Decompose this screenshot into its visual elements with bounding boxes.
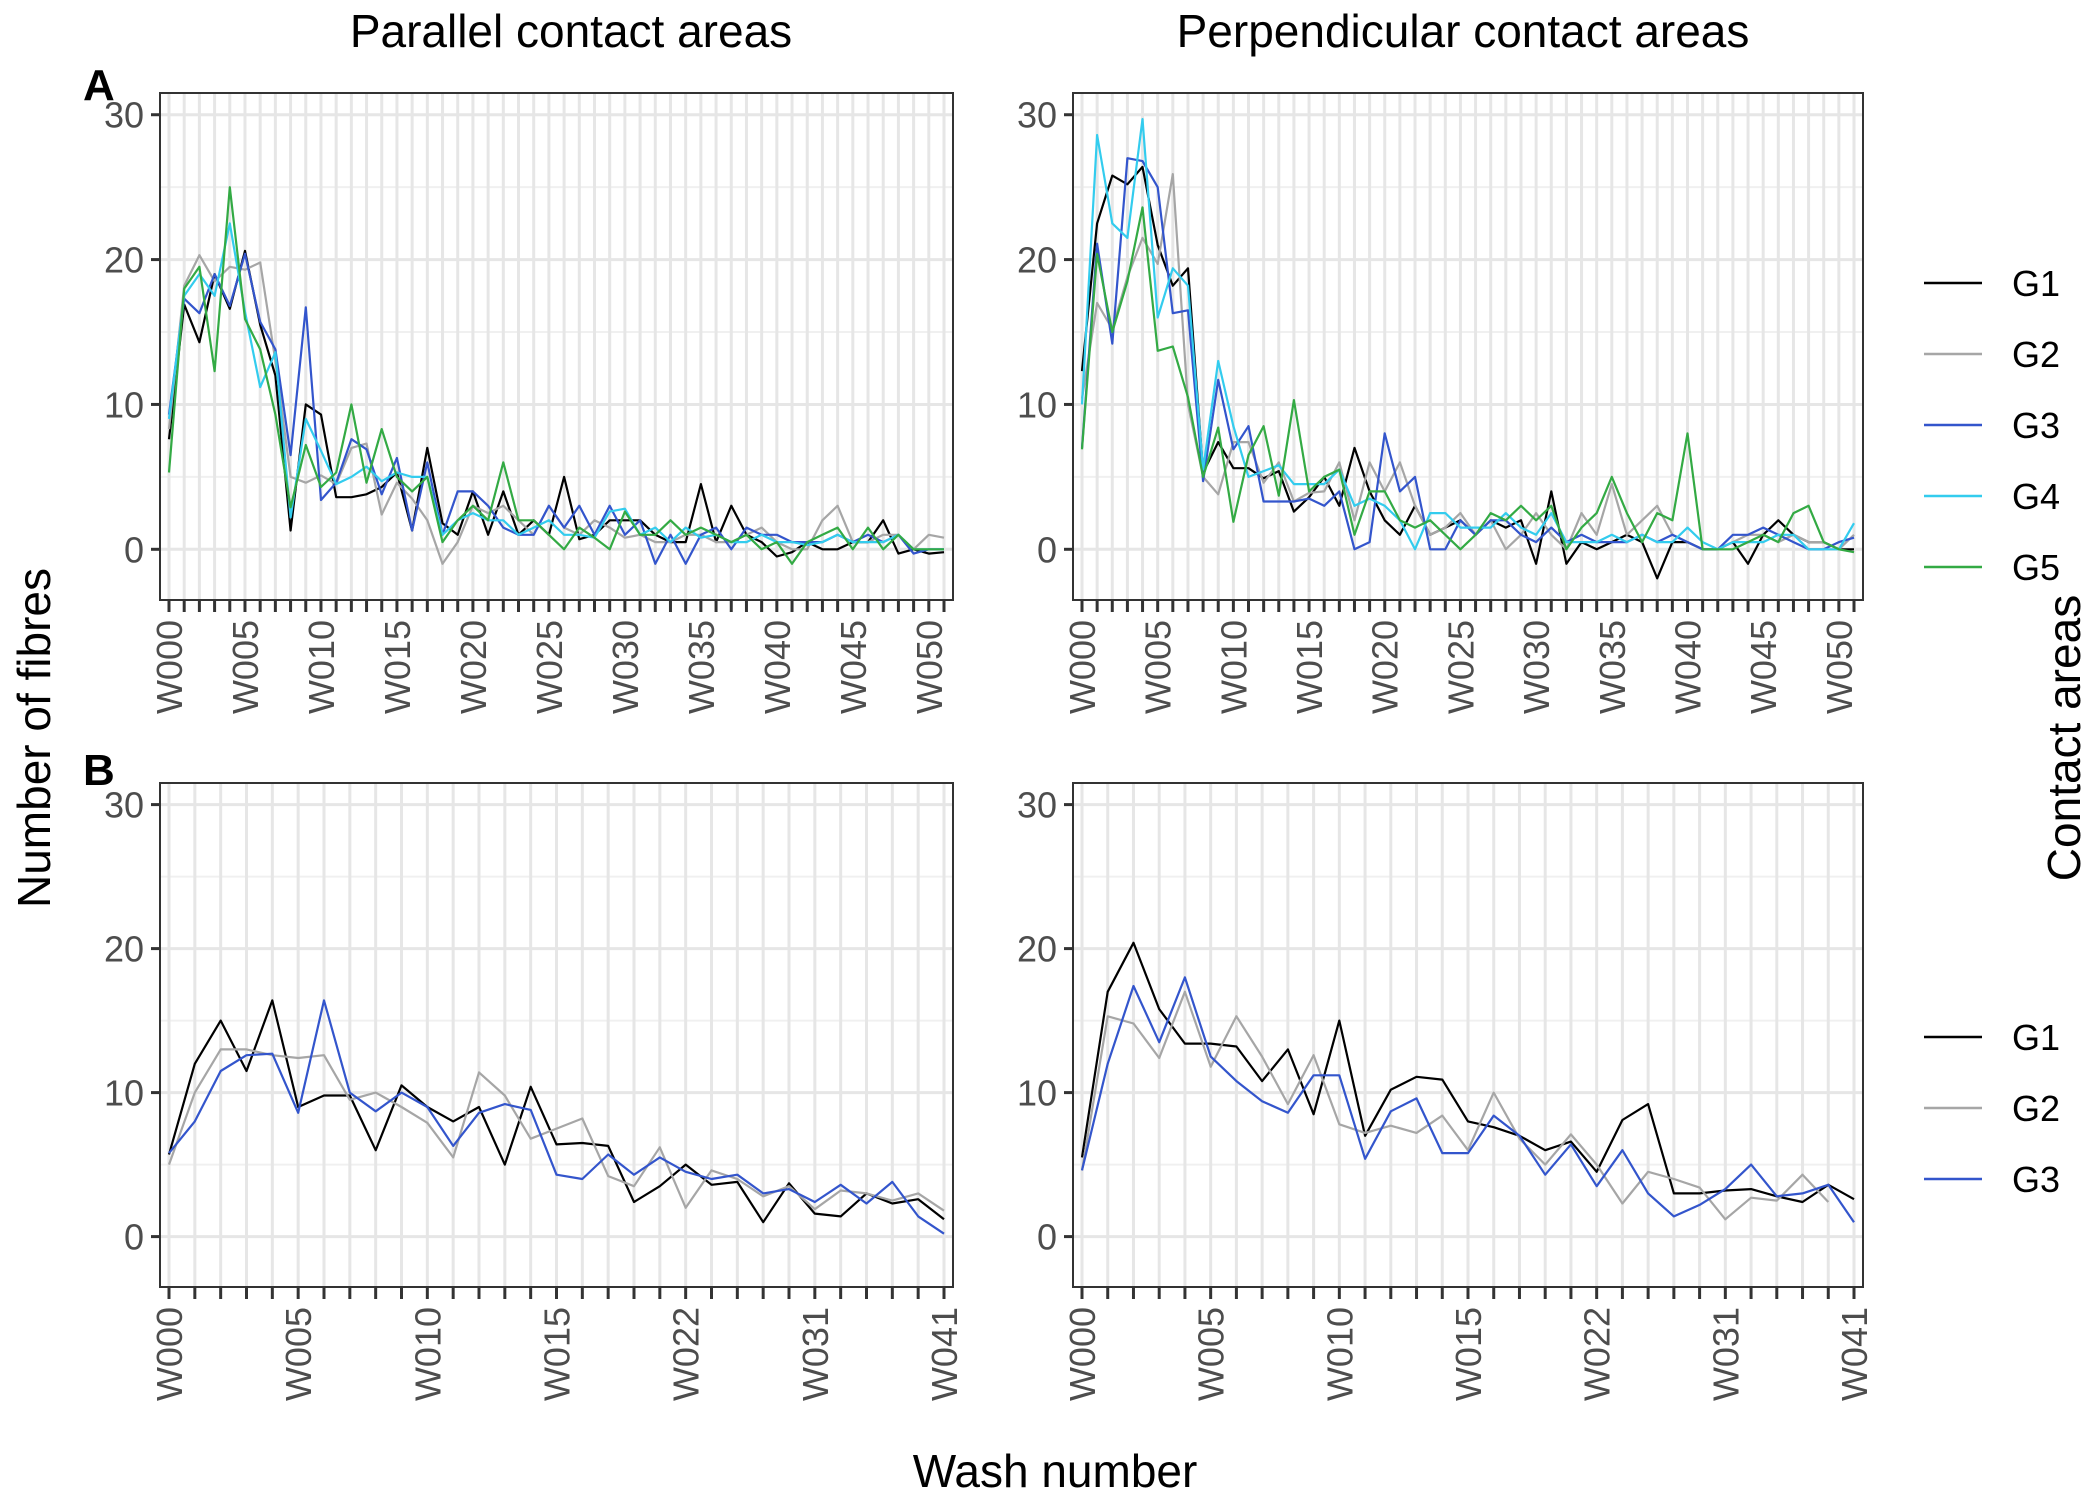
legend-label-g1: G1 [2012,1017,2060,1058]
x-tick-label: W005 [225,620,266,714]
series-line-g4 [167,222,944,551]
series-line-g5 [167,186,944,565]
panel-border [159,92,954,601]
x-tick-label: W031 [1705,1307,1746,1401]
panel-b-parallel: 0 10 20 30 W000 W005 W010 W015 W022 W031 W041 [104,782,965,1401]
x-tick-label: W010 [1319,1307,1360,1401]
x-tick-label: W030 [1516,620,1557,714]
legend-a: G1 G2 G3 G4 G5 [1924,263,2060,588]
y-tick-label: 0 [124,529,144,570]
x-tick-label: W020 [453,620,494,714]
y-tick-label: 20 [1017,929,1057,970]
y-tick-label: 30 [104,95,144,136]
x-tick-label: W022 [666,1307,707,1401]
x-tick-label: W005 [278,1307,319,1401]
panel-b-perpendicular: 0 10 20 30 W000 W005 W010 W015 W022 W031 W041 [1017,782,1875,1401]
legends: G1 G2 G3 G4 G5 G1 G2 G3 [1924,263,2060,1200]
x-tick-label: W015 [1289,620,1330,714]
legend-label-g4: G4 [2012,476,2060,517]
legend-title: Contact areas [2038,595,2090,881]
y-tick-label: 0 [1037,1217,1057,1258]
plot-area [1073,93,1863,600]
x-tick-label: W040 [1668,620,1709,714]
x-axis-label: Wash number [913,1445,1198,1497]
y-tick-label: 10 [1017,1073,1057,1114]
x-tick-label: W000 [1062,620,1103,714]
x-tick-label: W000 [1062,1307,1103,1401]
y-tick-label: 30 [1017,95,1057,136]
series-line-g4 [1080,117,1855,551]
legend-b: G1 G2 G3 [1924,1017,2060,1200]
x-tick-label: W010 [407,1307,448,1401]
panel-a-parallel: 0 10 20 30 W000 W005 W010 W015 W020 W025 W030 W035 W… [104,92,954,714]
series-line-g3 [167,252,944,565]
y-tick-label: 10 [104,384,144,425]
panel-a-perpendicular: 0 10 20 30 W000 W005 W010 W015 W020 W025 W030 W035 W… [1017,92,1864,714]
legend-label-g5: G5 [2012,547,2060,588]
x-tick-label: W005 [1138,620,1179,714]
x-tick-label: W010 [1213,620,1254,714]
x-tick-label: W025 [1440,620,1481,714]
x-tick-label: W025 [529,620,570,714]
x-tick-label: W000 [149,1307,190,1401]
series-line-g5 [1080,206,1855,554]
legend-label-g3: G3 [2012,405,2060,446]
x-tick-label: W030 [605,620,646,714]
y-tick-label: 0 [1037,529,1057,570]
col-title-perpendicular: Perpendicular contact areas [1177,5,1750,57]
row-tag-a: A [83,61,115,110]
y-tick-label: 10 [104,1073,144,1114]
x-tick-label: W045 [1743,620,1784,714]
legend-label-g2: G2 [2012,334,2060,375]
series-line-g3 [1080,976,1855,1223]
series-line-g1 [1080,941,1855,1204]
x-tick-label: W040 [757,620,798,714]
y-tick-label: 30 [104,785,144,826]
col-title-parallel: Parallel contact areas [350,5,792,57]
y-tick-label: 10 [1017,384,1057,425]
x-tick-label: W015 [377,620,418,714]
x-tick-label: W041 [924,1307,965,1401]
y-tick-label: 0 [124,1217,144,1258]
x-tick-label: W045 [833,620,874,714]
chart-panels: 0 10 20 30 W000 W005 W010 W015 W020 W025 W030 W035 W… [104,92,1875,1401]
x-tick-label: W050 [1819,620,1860,714]
x-tick-label: W020 [1365,620,1406,714]
x-tick-label: W010 [301,620,342,714]
x-tick-label: W015 [1448,1307,1489,1401]
y-tick-label: 30 [1017,785,1057,826]
y-tick-label: 20 [104,240,144,281]
legend-label-g2: G2 [2012,1088,2060,1129]
series-line-g1 [167,999,945,1224]
x-tick-label: W041 [1834,1307,1875,1401]
x-tick-label: W050 [909,620,950,714]
y-tick-label: 20 [1017,240,1057,281]
x-tick-label: W005 [1191,1307,1232,1401]
series-line-g2 [167,1048,945,1212]
legend-label-g1: G1 [2012,263,2060,304]
x-tick-label: W031 [795,1307,836,1401]
series-line-g3 [168,999,945,1235]
x-tick-label: W000 [149,620,190,714]
x-tick-label: W035 [681,620,722,714]
plot-area [160,93,953,600]
series-line-g2 [1080,990,1830,1221]
row-tag-b: B [83,746,115,795]
x-tick-label: W022 [1577,1307,1618,1401]
y-tick-label: 20 [104,929,144,970]
y-axis-label: Number of fibres [8,568,60,908]
panel-border [1072,92,1864,601]
x-tick-label: W035 [1592,620,1633,714]
x-tick-label: W015 [537,1307,578,1401]
legend-label-g3: G3 [2012,1159,2060,1200]
